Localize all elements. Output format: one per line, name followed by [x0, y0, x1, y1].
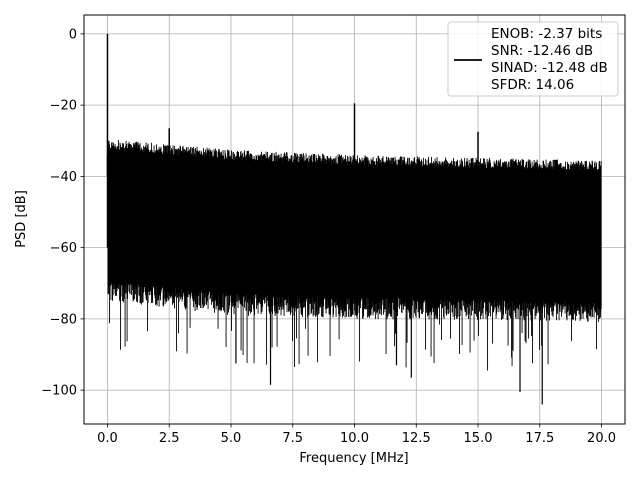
- x-tick-label: 7.5: [282, 431, 303, 446]
- x-tick-label: 2.5: [159, 431, 180, 446]
- x-tick-label: 10.0: [340, 431, 369, 446]
- legend: ENOB: -2.37 bits SNR: -12.46 dB SINAD: -…: [447, 21, 619, 97]
- legend-entry-sfdr: SFDR: 14.06: [491, 77, 574, 93]
- y-tick-label: 0: [69, 27, 77, 42]
- legend-entry-snr: SNR: -12.46 dB: [491, 43, 593, 59]
- x-tick-label: 20.0: [587, 431, 616, 446]
- x-tick-label: 5.0: [221, 431, 242, 446]
- series-psd: [106, 33, 602, 405]
- y-tick-label: −100: [41, 384, 77, 399]
- x-tick-label: 0.0: [97, 431, 118, 446]
- legend-entry-sinad: SINAD: -12.48 dB: [491, 60, 608, 76]
- legend-entry-enob: ENOB: -2.37 bits: [491, 26, 602, 42]
- x-axis-label: Frequency [MHz]: [299, 451, 408, 466]
- x-tick-label: 17.5: [525, 431, 554, 446]
- y-tick-label: −20: [50, 99, 77, 114]
- y-axis-label: PSD [dB]: [14, 190, 29, 248]
- legend-box: [447, 21, 619, 97]
- y-tick-label: −80: [50, 312, 77, 327]
- y-tick-label: −40: [50, 170, 77, 185]
- y-tick-label: −60: [50, 241, 77, 256]
- x-tick-label: 15.0: [464, 431, 493, 446]
- x-tick-label: 12.5: [402, 431, 431, 446]
- axis-ticks: 0.0 2.5 5.0 7.5 10.0 12.5 15.0 17.5 20.0 0 −20 −40 −…: [41, 27, 616, 446]
